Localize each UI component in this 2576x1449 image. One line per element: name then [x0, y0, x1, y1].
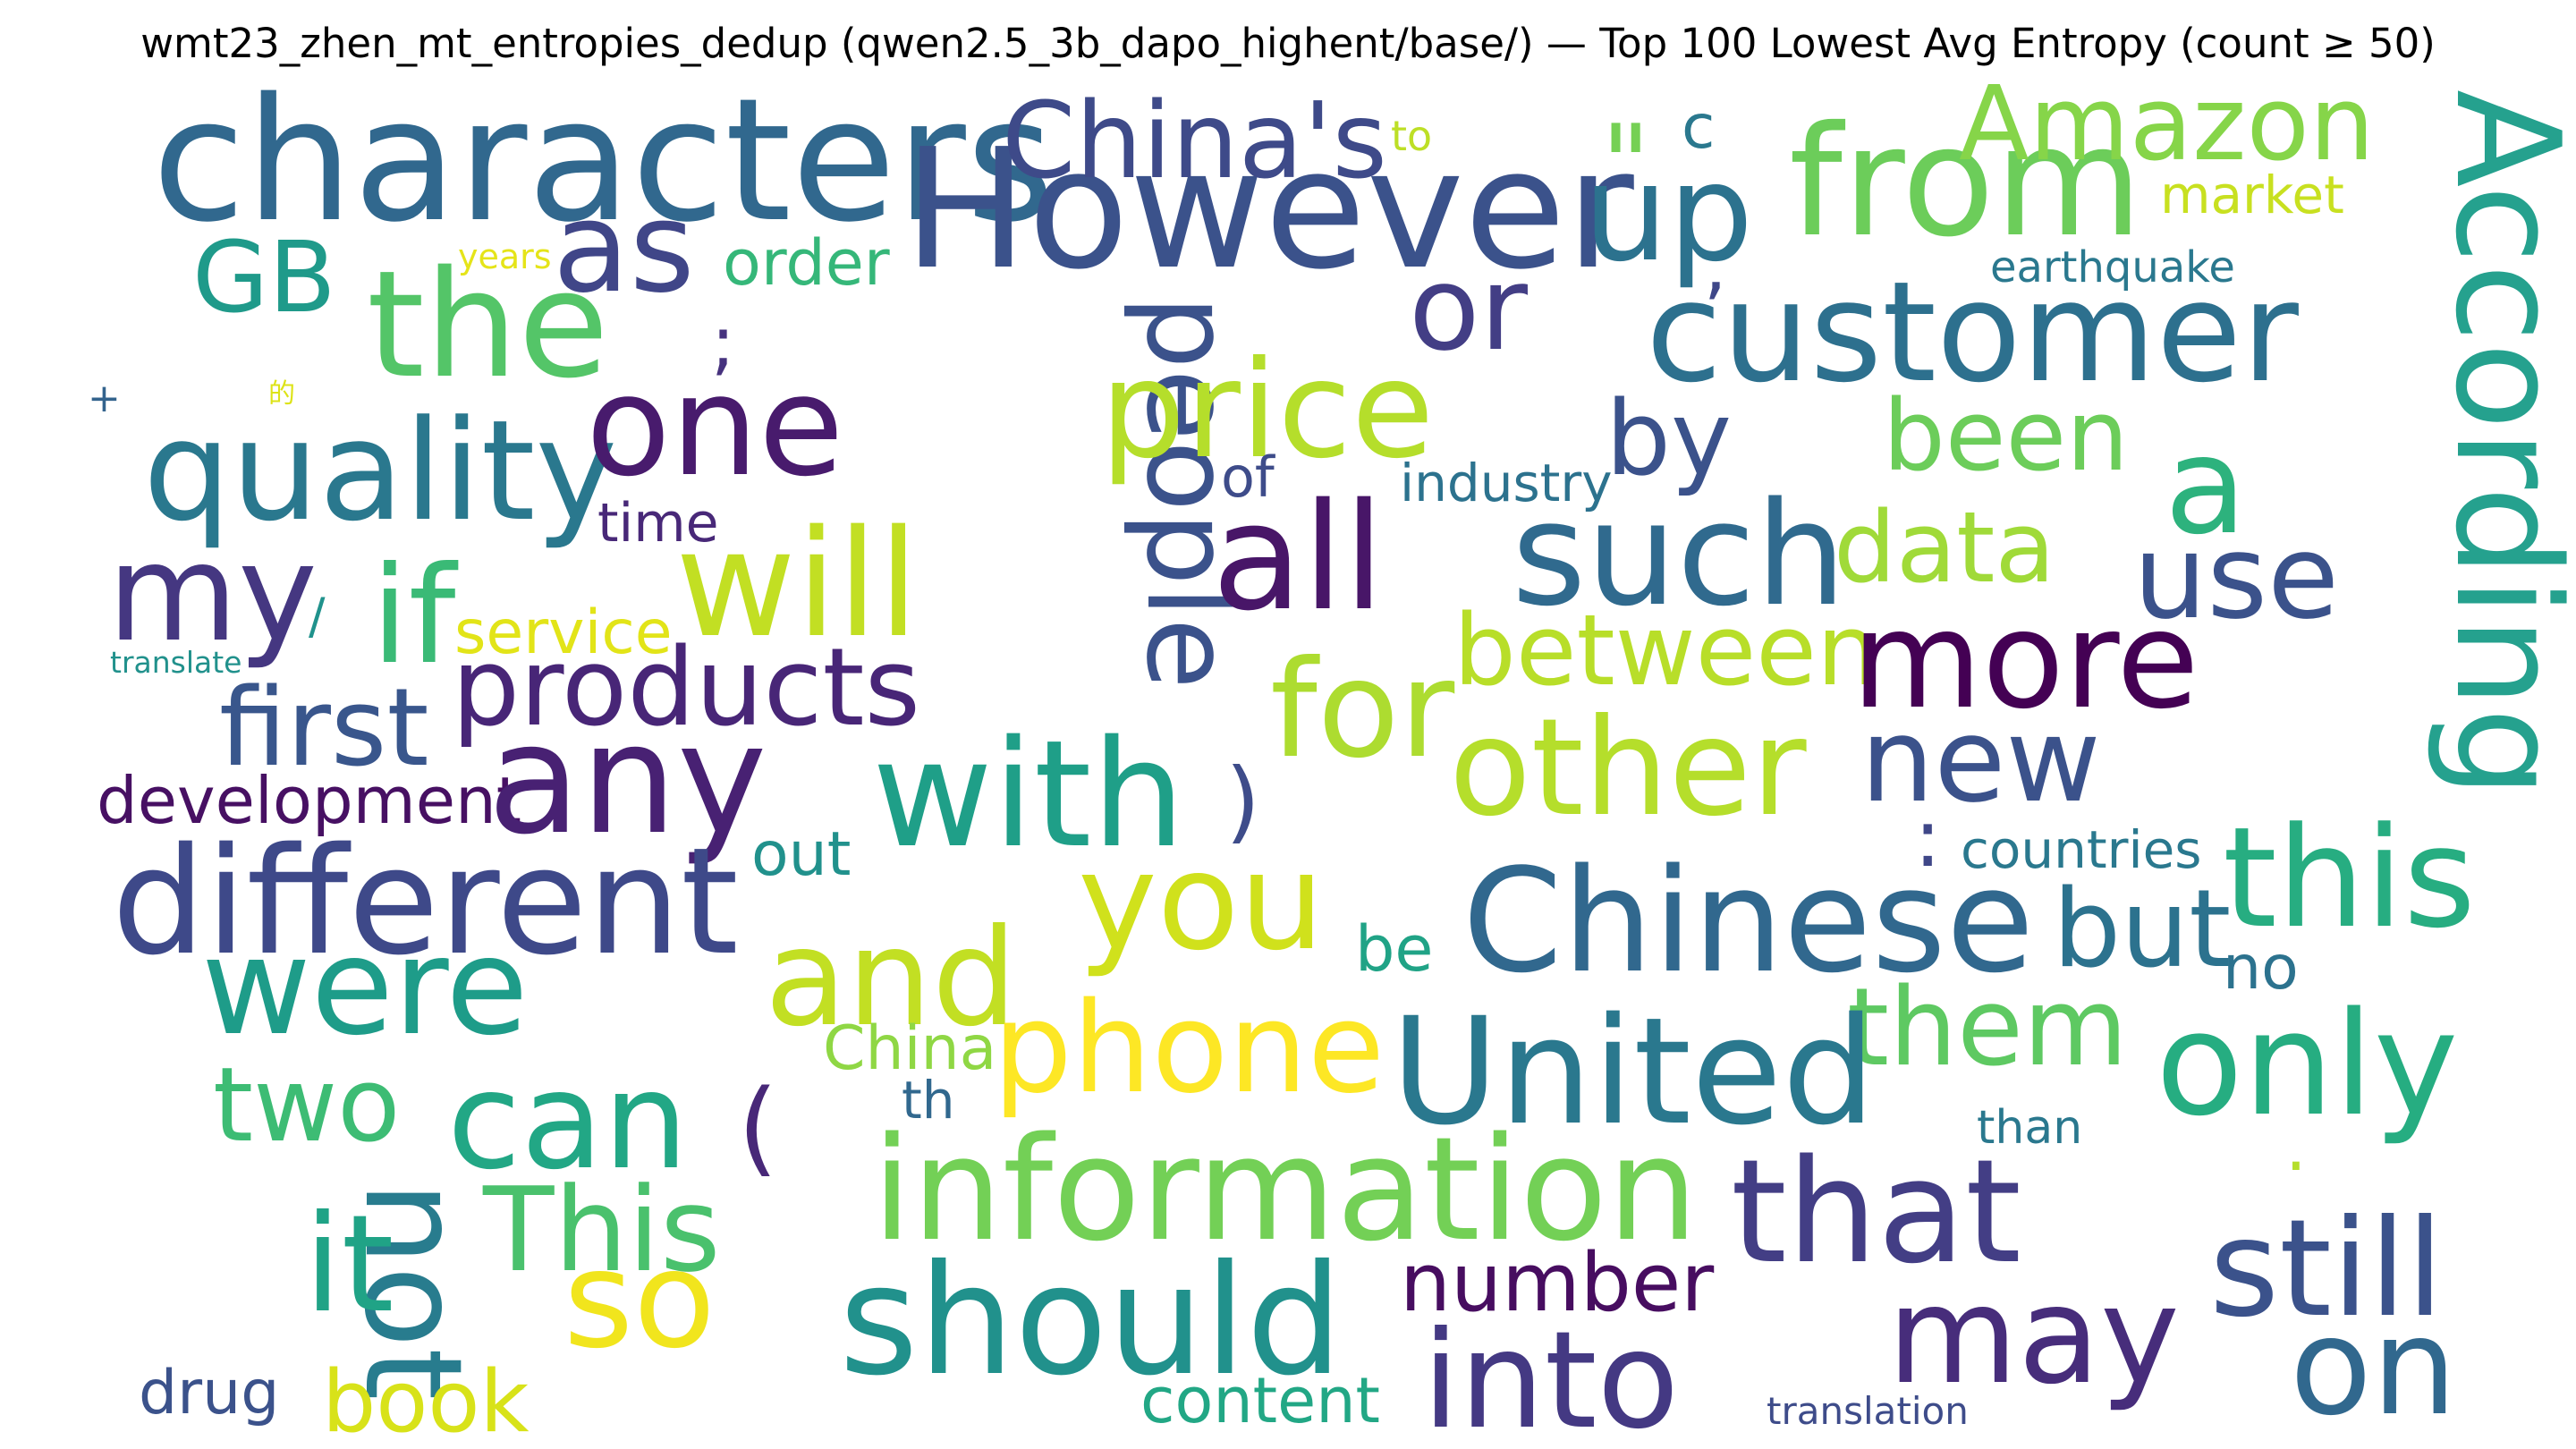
word-my: my: [107, 516, 318, 672]
word-or: or: [1409, 241, 1529, 377]
word-of: of: [1221, 445, 1276, 510]
word-between: between: [1453, 593, 1879, 708]
word-plus: +: [88, 376, 121, 421]
word-a: a: [2165, 409, 2247, 564]
word-book: book: [322, 1353, 530, 1449]
word-been: been: [1883, 378, 2129, 493]
word-china-s: China's: [1002, 79, 1387, 202]
word-out: out: [751, 819, 851, 890]
word-people: people: [1121, 295, 1257, 690]
word-translation: translation: [1767, 1389, 1969, 1433]
word-may: may: [1887, 1258, 2180, 1414]
word-however: However: [903, 113, 1635, 306]
chart-title: wmt23_zhen_mt_entropies_dedup (qwen2.5_3…: [140, 20, 2436, 67]
word-still: still: [2209, 1191, 2444, 1347]
word-from: from: [1789, 94, 2143, 271]
word-data: data: [1834, 490, 2055, 605]
word-comma: ,: [1704, 225, 1726, 308]
word-all: all: [1212, 471, 1385, 643]
word-two: two: [213, 1046, 401, 1165]
word-should: should: [839, 1233, 1343, 1410]
word-number: number: [1400, 1236, 1714, 1330]
word-but: but: [2053, 868, 2231, 992]
word-no: no: [2223, 933, 2299, 1004]
word-not: not: [335, 1181, 490, 1401]
word-years: years: [458, 237, 552, 276]
word-any: any: [487, 691, 767, 869]
word-this: this: [2223, 797, 2476, 959]
word-new: new: [1860, 692, 2101, 828]
word-other: other: [1449, 691, 1807, 846]
word-more: more: [1852, 583, 2199, 739]
word-only: only: [2156, 980, 2458, 1148]
word-on: on: [2290, 1290, 2457, 1445]
word-up: up: [1583, 136, 1753, 292]
word-open-paren: (: [738, 1068, 778, 1188]
word-de: 的: [268, 378, 295, 410]
word-different: different: [112, 816, 739, 987]
word-one: one: [586, 345, 843, 507]
word-quality: quality: [143, 390, 617, 552]
word-market: market: [2160, 165, 2344, 225]
word-so: so: [564, 1223, 716, 1378]
word-them: them: [1847, 966, 2128, 1090]
word-colon: :: [1914, 792, 1941, 886]
word-gb: GB: [192, 220, 336, 335]
word-by: by: [1606, 379, 1732, 499]
word-development: development: [97, 763, 521, 838]
word-such: such: [1512, 470, 1846, 638]
word-than: than: [1977, 1101, 2082, 1155]
word-semicolon: ;: [711, 301, 735, 384]
word-be: be: [1355, 912, 1434, 986]
word-to: to: [1391, 112, 1432, 160]
word-earthquake: earthquake: [1990, 242, 2235, 292]
word-it: it: [304, 1187, 394, 1343]
word-characters: characters: [152, 62, 1055, 259]
word-products: products: [452, 626, 920, 750]
word-industry: industry: [1400, 453, 1613, 513]
word-as: as: [553, 175, 695, 321]
word-chinese: Chinese: [1462, 837, 2034, 1004]
word-period: .: [2285, 1107, 2307, 1186]
word-will: will: [675, 498, 919, 670]
word-service: service: [454, 597, 673, 668]
word-slash: /: [309, 588, 326, 645]
word-first: first: [219, 666, 429, 791]
word-united: United: [1391, 986, 1876, 1157]
word-you: you: [1078, 825, 1325, 980]
word-price: price: [1100, 333, 1434, 488]
word-order: order: [723, 226, 890, 300]
word-c: c: [1682, 92, 1715, 163]
word-into: into: [1422, 1303, 1679, 1449]
word-drug: drug: [139, 1358, 279, 1428]
word-the: the: [367, 239, 609, 411]
word-use: use: [2133, 509, 2339, 645]
word-quote: ": [1601, 103, 1650, 227]
word-content: content: [1140, 1364, 1380, 1437]
word-can: can: [447, 1044, 688, 1199]
word-with: with: [872, 708, 1185, 880]
word-translate: translate: [110, 645, 242, 680]
word-th: th: [902, 1070, 955, 1131]
word-china: China: [823, 1013, 996, 1084]
word-that: that: [1731, 1128, 2021, 1295]
word-time: time: [597, 492, 719, 555]
word-phone: phone: [993, 976, 1385, 1122]
word-if: if: [371, 538, 459, 694]
word-countries: countries: [1961, 819, 2202, 880]
word-were: were: [201, 910, 529, 1065]
word-according: According: [2424, 89, 2576, 798]
word-amazon: Amazon: [1959, 64, 2375, 184]
word-customer: customer: [1646, 251, 2299, 413]
word-this: This: [482, 1162, 721, 1298]
word-for: for: [1270, 632, 1455, 788]
word-information: information: [872, 1106, 1698, 1273]
word-close-paren: ): [1225, 749, 1260, 853]
word-and: and: [765, 901, 1017, 1056]
